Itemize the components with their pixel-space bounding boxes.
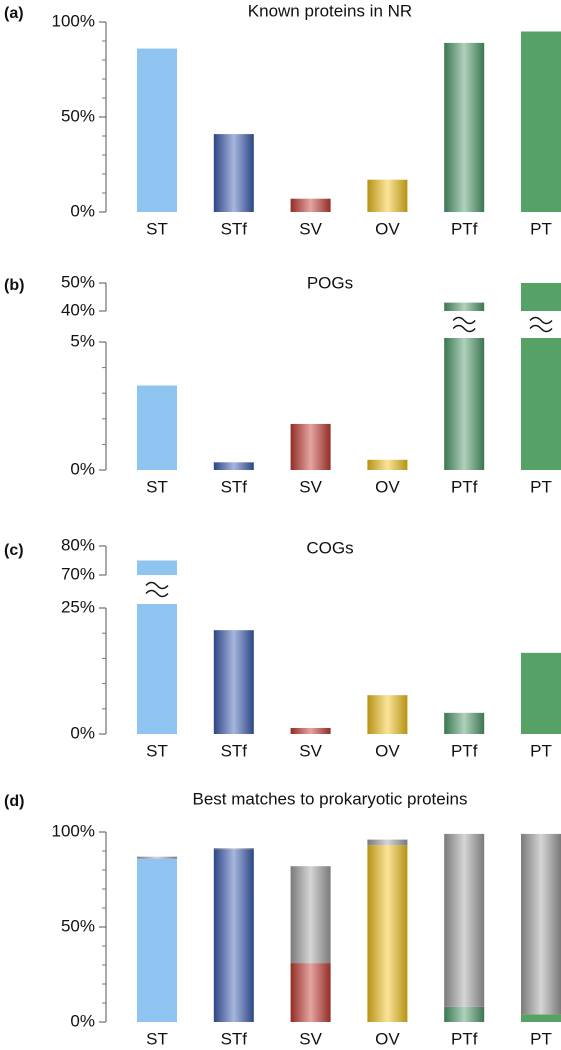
y-tick-label: 50%: [61, 106, 95, 125]
y-tick-label: 0%: [70, 723, 95, 742]
bar: [444, 712, 485, 734]
x-tick-label: PTf: [451, 219, 478, 238]
panel-label: (b): [4, 277, 24, 294]
bar: [290, 423, 331, 470]
y-tick-label: 0%: [70, 459, 95, 478]
bar-segment: [367, 839, 408, 846]
x-tick-label: OV: [375, 219, 400, 238]
bar-segment: [367, 845, 408, 1022]
bar-segment: [521, 833, 561, 1015]
x-tick-label: PT: [530, 1029, 552, 1048]
x-tick-label: ST: [146, 1029, 168, 1048]
x-tick-label: OV: [375, 477, 400, 496]
x-tick-label: SV: [299, 741, 322, 760]
bar: [137, 48, 177, 212]
x-tick-label: SV: [299, 1029, 322, 1048]
bar-segment: [444, 833, 485, 1007]
bar-segment: [137, 856, 177, 859]
x-tick-label: PT: [530, 477, 552, 496]
y-tick-label: 100%: [52, 11, 95, 30]
bar: [367, 459, 408, 470]
bar-segment: [521, 1014, 561, 1022]
x-tick-label: ST: [146, 219, 168, 238]
bar: [290, 727, 331, 734]
bar: [213, 630, 254, 734]
bar-segment: [290, 866, 331, 964]
x-tick-label: OV: [375, 741, 400, 760]
axis-break: [529, 316, 553, 333]
chart-title: POGs: [307, 273, 353, 292]
x-tick-label: STf: [221, 219, 248, 238]
panel-label: (a): [4, 5, 24, 22]
chart-title: Known proteins in NR: [248, 1, 412, 20]
bar: [290, 198, 331, 212]
bar-lower: [137, 604, 177, 734]
x-tick-label: ST: [146, 741, 168, 760]
y-tick-label: 25%: [61, 597, 95, 616]
bar: [521, 31, 561, 212]
bar-lower: [521, 338, 561, 470]
bar-upper: [444, 302, 485, 311]
y-tick-label: 70%: [61, 564, 95, 583]
bar: [137, 385, 177, 470]
bar-lower: [444, 338, 485, 470]
axis-break: [452, 316, 476, 333]
x-tick-label: OV: [375, 1029, 400, 1048]
y-tick-label: 50%: [61, 272, 95, 291]
panel-label: (c): [4, 542, 24, 559]
bar-segment: [137, 858, 177, 1022]
x-tick-label: PT: [530, 219, 552, 238]
y-tick-label: 5%: [70, 331, 95, 350]
y-tick-label: 100%: [52, 821, 95, 840]
bar-upper: [137, 560, 177, 575]
bar-segment: [213, 849, 254, 1022]
chart-title: Best matches to prokaryotic proteins: [193, 789, 468, 808]
bar-segment: [213, 848, 254, 850]
x-tick-label: STf: [221, 741, 248, 760]
bar: [213, 462, 254, 470]
y-tick-label: 80%: [61, 535, 95, 554]
panel-label: (d): [4, 793, 24, 810]
x-tick-label: SV: [299, 219, 322, 238]
x-tick-label: PT: [530, 741, 552, 760]
bar-upper: [521, 283, 561, 311]
bar-segment: [290, 963, 331, 1022]
x-tick-label: ST: [146, 477, 168, 496]
bar: [367, 179, 408, 212]
x-tick-label: SV: [299, 477, 322, 496]
x-tick-label: STf: [221, 477, 248, 496]
y-tick-label: 0%: [70, 201, 95, 220]
x-tick-label: PTf: [451, 741, 478, 760]
bar: [213, 134, 254, 212]
bar: [444, 42, 485, 213]
bar-segment: [444, 1006, 485, 1022]
chart-title: COGs: [306, 538, 353, 557]
x-tick-label: PTf: [451, 477, 478, 496]
axis-break: [145, 581, 169, 598]
y-tick-label: 50%: [61, 916, 95, 935]
x-tick-label: PTf: [451, 1029, 478, 1048]
y-tick-label: 0%: [70, 1011, 95, 1030]
y-tick-label: 40%: [61, 300, 95, 319]
x-tick-label: STf: [221, 1029, 248, 1048]
bar: [521, 652, 561, 734]
bar: [367, 695, 408, 734]
